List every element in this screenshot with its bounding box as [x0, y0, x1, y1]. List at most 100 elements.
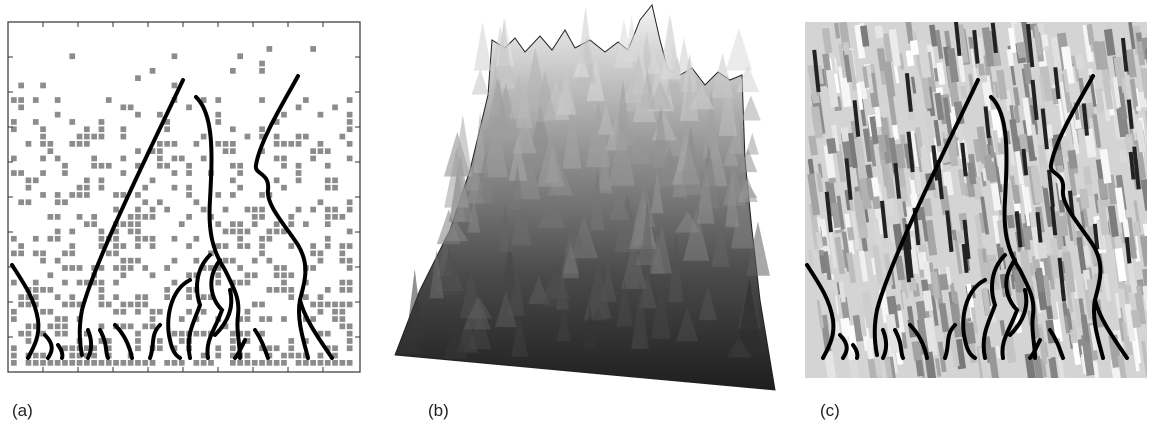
streak [1067, 149, 1078, 170]
streak [1142, 223, 1147, 262]
streak [1030, 104, 1039, 135]
streak [981, 81, 992, 111]
streak [1069, 114, 1080, 155]
streak [1092, 41, 1103, 71]
cell [346, 301, 353, 308]
cell [149, 243, 156, 249]
streak [888, 29, 901, 67]
cell [317, 352, 324, 359]
cell [120, 133, 127, 140]
cell [113, 250, 119, 257]
cell [40, 287, 46, 293]
cell [127, 228, 134, 235]
cell [54, 316, 61, 322]
streak [1003, 331, 1017, 364]
cell [178, 316, 185, 322]
cell [273, 155, 280, 162]
streak [891, 123, 899, 140]
streak [1018, 133, 1029, 153]
cell [127, 323, 134, 330]
streak [872, 346, 882, 376]
spike [730, 180, 755, 249]
cell [40, 170, 46, 176]
streak [1122, 218, 1131, 238]
cell [157, 338, 163, 344]
cell [273, 119, 280, 125]
cell [120, 221, 127, 227]
cell [98, 126, 105, 133]
cell [259, 330, 265, 337]
streak [910, 130, 919, 168]
cell [69, 250, 76, 257]
streak [977, 247, 992, 285]
cell [98, 184, 105, 191]
cell [84, 221, 90, 227]
streak [1035, 211, 1043, 243]
streak [869, 116, 879, 145]
streak [1144, 48, 1147, 71]
cell [91, 345, 97, 352]
streak [1050, 36, 1063, 70]
cell [215, 141, 222, 147]
cell [11, 235, 17, 242]
cell [215, 352, 222, 359]
cell [98, 323, 105, 330]
spike [711, 52, 734, 99]
streak [1051, 356, 1059, 378]
cell [18, 170, 24, 176]
cell [25, 177, 32, 184]
cell [222, 257, 229, 264]
streak [1126, 48, 1137, 78]
streaks [807, 22, 1147, 378]
cell [230, 148, 236, 154]
spike [467, 197, 481, 233]
cell [310, 46, 316, 52]
cell [157, 148, 163, 154]
spike [736, 64, 760, 93]
streak [1011, 184, 1021, 205]
cell [76, 265, 83, 271]
cell [164, 206, 170, 213]
cell [346, 199, 353, 206]
cell [32, 177, 39, 184]
cell [62, 265, 68, 271]
cell [310, 250, 316, 257]
streak [1131, 221, 1141, 237]
streak [980, 196, 990, 235]
streak [1009, 118, 1020, 152]
cell [332, 104, 338, 111]
streak [879, 115, 892, 152]
streak [1103, 273, 1112, 302]
streak [904, 72, 913, 112]
streak [970, 307, 979, 334]
cell [193, 199, 200, 206]
streak [1006, 48, 1015, 67]
cell [310, 243, 316, 249]
spike [556, 76, 575, 115]
cell [339, 360, 346, 366]
cell [200, 294, 207, 300]
streak [956, 230, 965, 244]
streak [819, 218, 828, 238]
cell [259, 243, 265, 249]
cell [76, 301, 83, 308]
cell [215, 279, 222, 286]
spike [614, 19, 634, 68]
cell [339, 279, 346, 286]
cell [98, 338, 105, 344]
cell [11, 308, 17, 315]
streak [1096, 219, 1106, 251]
streak [1096, 199, 1110, 236]
cell [54, 294, 61, 300]
cell [142, 323, 149, 330]
cell [62, 360, 68, 366]
spike [621, 238, 647, 289]
cell [47, 323, 54, 330]
cell [193, 360, 200, 366]
streak [1114, 187, 1127, 223]
cell [171, 330, 178, 337]
cell [62, 170, 68, 176]
cell [178, 330, 185, 337]
cell [164, 287, 170, 293]
cell [127, 257, 134, 264]
